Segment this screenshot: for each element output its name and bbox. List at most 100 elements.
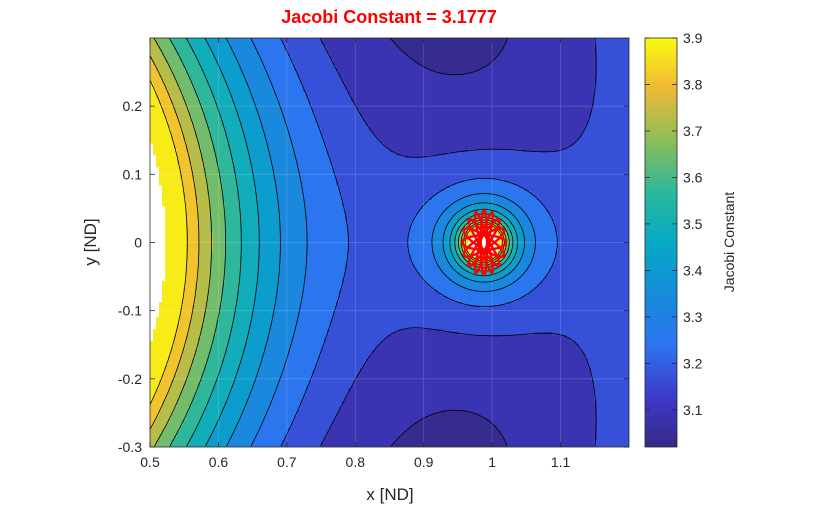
contour-cell	[489, 116, 493, 120]
contour-cell	[600, 65, 604, 69]
contour-cell	[177, 113, 181, 117]
contour-cell	[579, 98, 583, 102]
contour-cell	[420, 104, 424, 108]
contour-cell	[330, 107, 334, 111]
contour-cell	[582, 71, 586, 75]
contour-cell	[360, 122, 364, 126]
contour-cell	[375, 116, 379, 120]
contour-cell	[297, 83, 301, 87]
contour-cell	[510, 89, 514, 93]
contour-cell	[306, 62, 310, 66]
contour-cell	[528, 104, 532, 108]
contour-cell	[279, 125, 283, 129]
contour-cell	[447, 113, 451, 117]
contour-cell	[381, 122, 385, 126]
contour-cell	[234, 77, 238, 81]
contour-cell	[282, 95, 286, 99]
contour-cell	[357, 122, 361, 126]
contour-cell	[228, 92, 232, 96]
contour-cell	[549, 53, 553, 57]
contour-cell	[585, 50, 589, 54]
contour-cell	[183, 113, 187, 117]
contour-cell	[576, 62, 580, 66]
contour-cell	[609, 107, 613, 111]
contour-cell	[201, 104, 205, 108]
contour-cell	[159, 125, 163, 129]
contour-cell	[258, 98, 262, 102]
contour-cell	[387, 119, 391, 123]
contour-cell	[174, 56, 178, 60]
contour-cell	[345, 128, 349, 132]
contour-cell	[570, 104, 574, 108]
contour-cell	[261, 47, 265, 51]
contour-cell	[600, 110, 604, 114]
contour-cell	[576, 95, 580, 99]
contour-cell	[348, 83, 352, 87]
contour-cell	[354, 119, 358, 123]
contour-cell	[441, 107, 445, 111]
contour-cell	[600, 104, 604, 108]
contour-cell	[531, 38, 535, 42]
contour-cell	[408, 47, 412, 51]
contour-cell	[330, 116, 334, 120]
contour-cell	[501, 68, 505, 72]
contour-cell	[258, 128, 262, 132]
contour-cell	[480, 47, 484, 51]
contour-cell	[537, 65, 541, 69]
contour-cell	[510, 101, 514, 105]
contour-cell	[240, 44, 244, 48]
contour-cell	[489, 59, 493, 63]
contour-cell	[195, 83, 199, 87]
contour-cell	[462, 62, 466, 66]
contour-cell	[381, 44, 385, 48]
contour-cell	[486, 50, 490, 54]
contour-cell	[516, 113, 520, 117]
contour-cell	[183, 83, 187, 87]
contour-cell	[429, 80, 433, 84]
contour-cell	[201, 77, 205, 81]
contour-cell	[189, 95, 193, 99]
contour-cell	[288, 107, 292, 111]
contour-cell	[468, 89, 472, 93]
contour-cell	[348, 50, 352, 54]
contour-cell	[591, 68, 595, 72]
contour-cell	[621, 44, 625, 48]
contour-cell	[387, 89, 391, 93]
contour-cell	[345, 50, 349, 54]
contour-cell	[561, 41, 565, 45]
contour-cell	[498, 74, 502, 78]
contour-cell	[396, 83, 400, 87]
contour-cell	[435, 62, 439, 66]
contour-cell	[588, 80, 592, 84]
contour-cell	[462, 101, 466, 105]
contour-cell	[555, 89, 559, 93]
contour-cell	[432, 95, 436, 99]
contour-cell	[456, 47, 460, 51]
contour-cell	[558, 53, 562, 57]
contour-cell	[507, 113, 511, 117]
contour-cell	[543, 86, 547, 90]
contour-cell	[546, 110, 550, 114]
contour-cell	[312, 50, 316, 54]
contour-cell	[342, 41, 346, 45]
contour-cell	[627, 119, 629, 123]
contour-cell	[315, 77, 319, 81]
contour-cell	[546, 47, 550, 51]
contour-cell	[315, 122, 319, 126]
contour-cell	[405, 68, 409, 72]
contour-cell	[231, 80, 235, 84]
contour-cell	[432, 101, 436, 105]
contour-cell	[159, 41, 163, 45]
contour-cell	[612, 128, 616, 132]
contour-cell	[525, 95, 529, 99]
contour-cell	[513, 101, 517, 105]
contour-cell	[366, 98, 370, 102]
contour-cell	[402, 86, 406, 90]
contour-cell	[468, 86, 472, 90]
contour-cell	[309, 53, 313, 57]
contour-cell	[477, 95, 481, 99]
contour-cell	[237, 41, 241, 45]
contour-cell	[342, 92, 346, 96]
contour-cell	[597, 95, 601, 99]
contour-cell	[297, 38, 301, 42]
